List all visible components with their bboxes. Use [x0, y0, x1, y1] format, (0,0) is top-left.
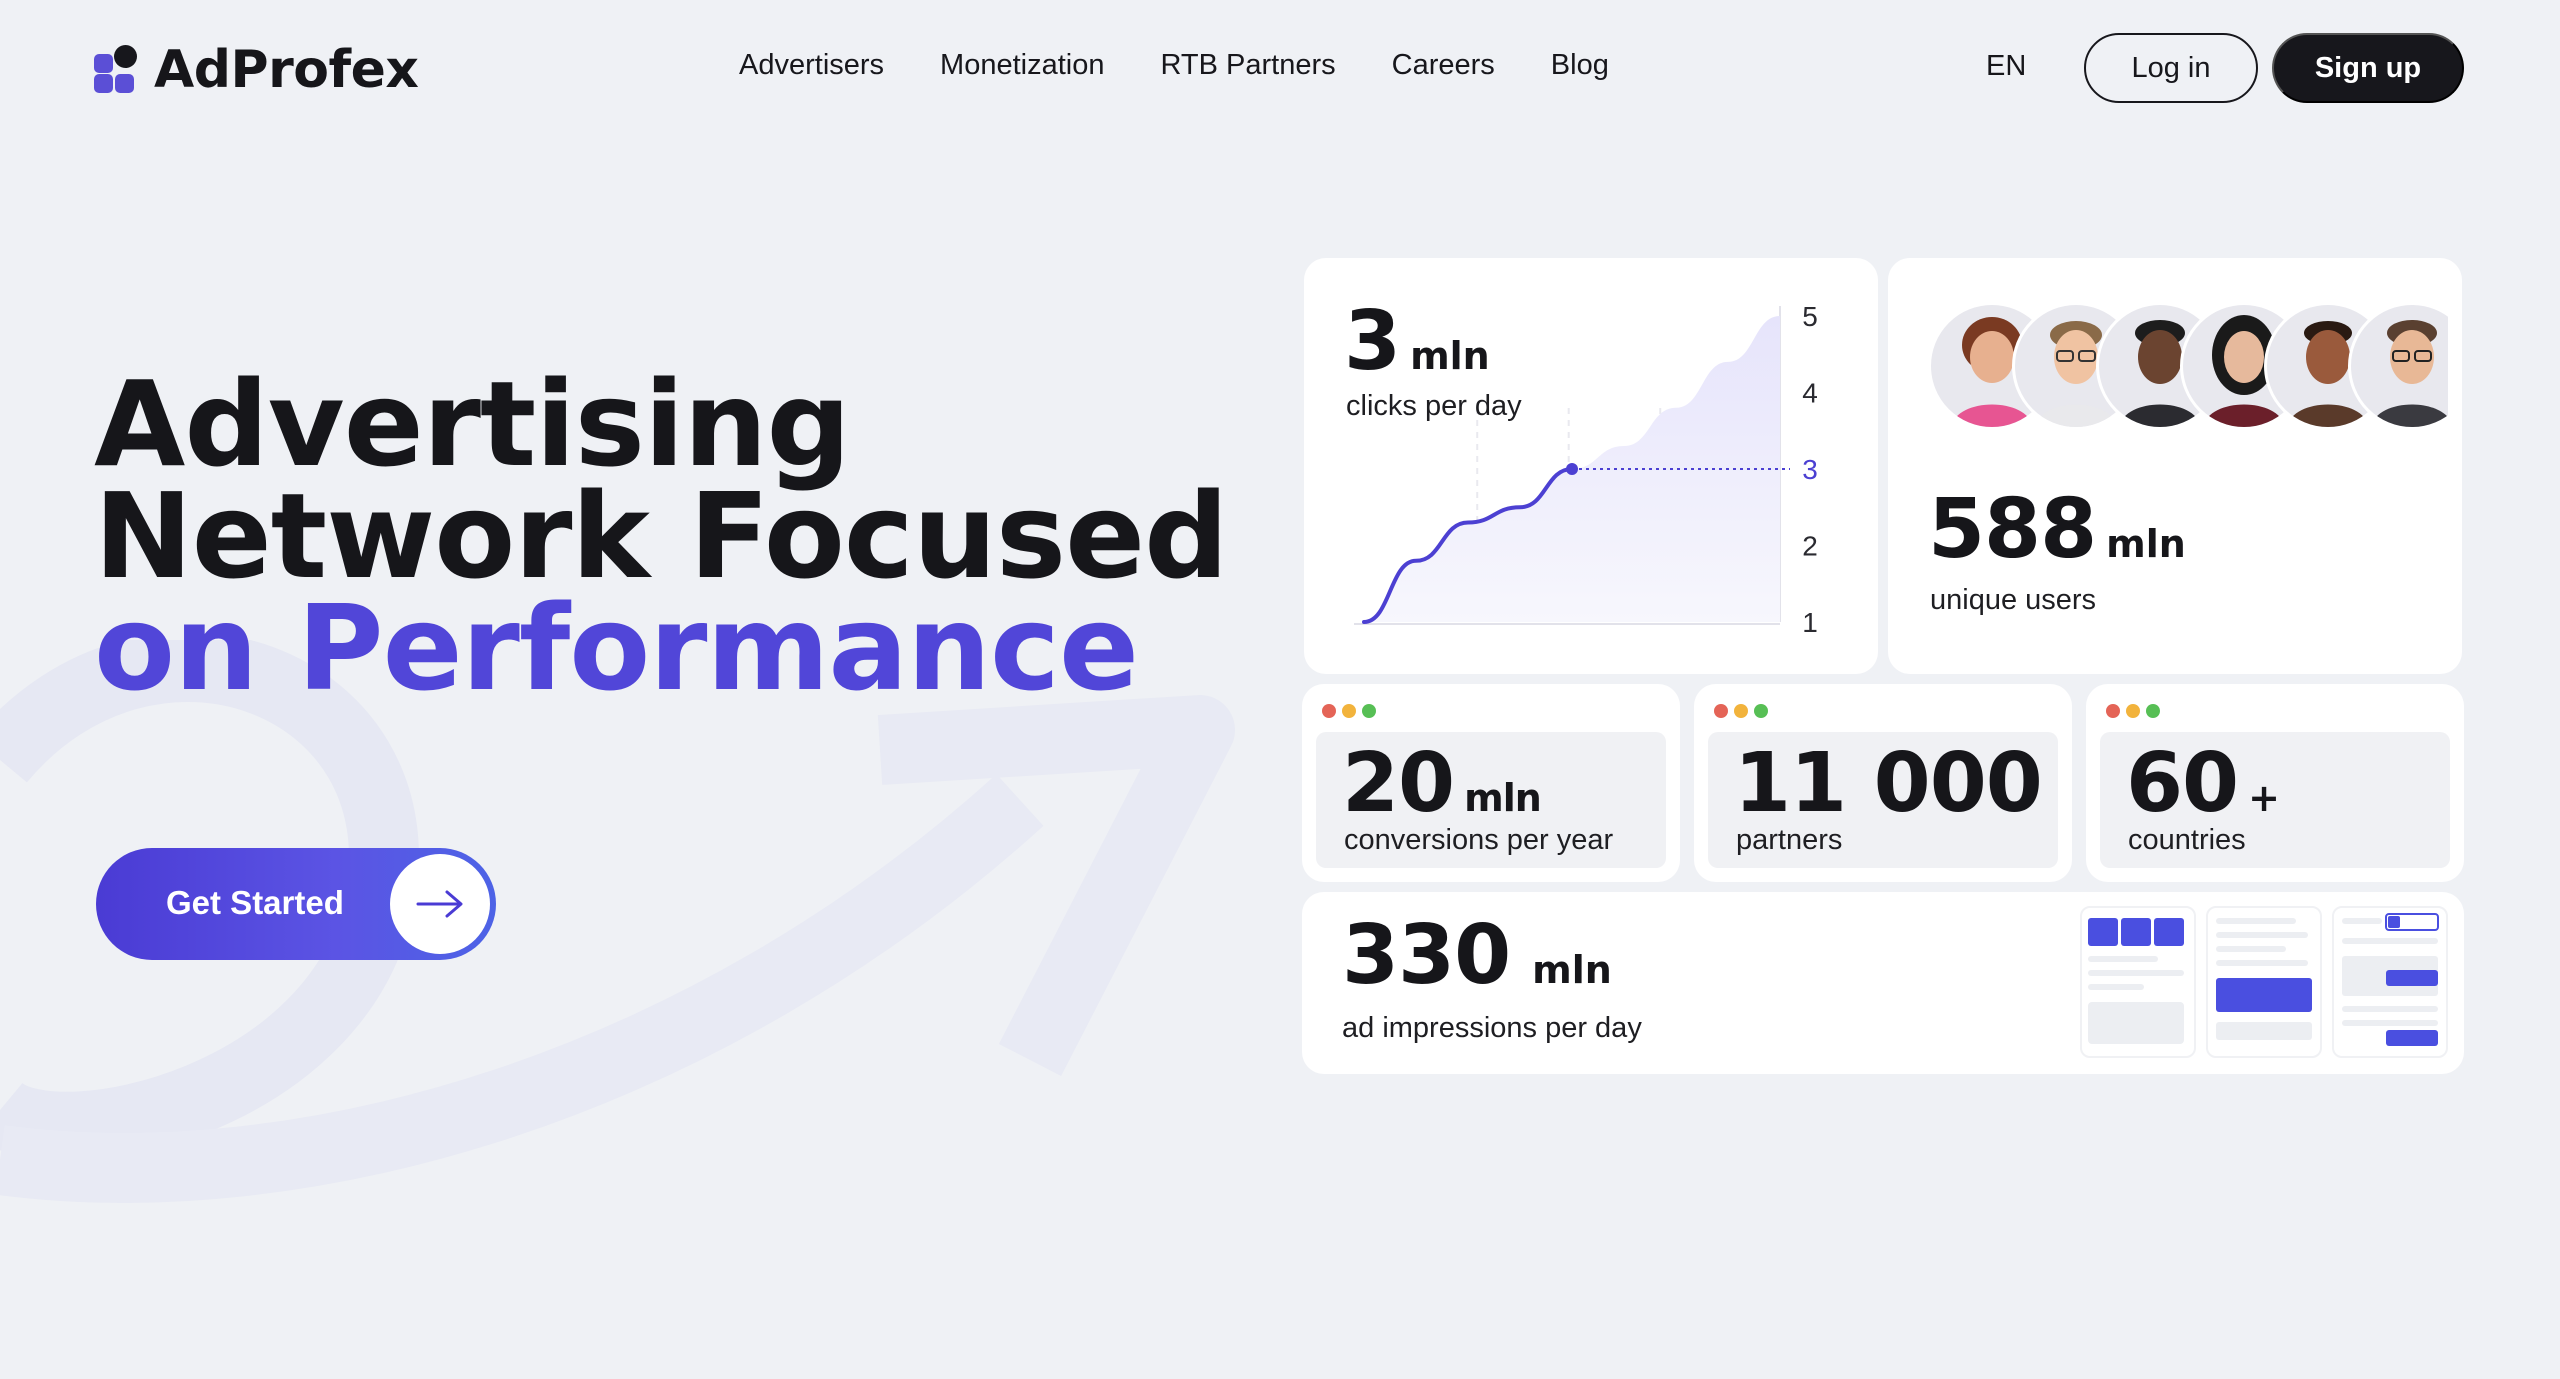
- users-caption: unique users: [1930, 584, 2097, 616]
- get-started-label: Get Started: [166, 884, 344, 921]
- logo-text: AdProfex: [154, 40, 419, 100]
- clicks-chart: 5 4 3 2 1: [1354, 301, 1818, 638]
- countries-card: 60 + countries: [2086, 684, 2464, 882]
- login-button[interactable]: Log in: [2084, 33, 2258, 103]
- ad-format-preview: [2332, 906, 2448, 1058]
- partners-caption: partners: [1736, 824, 1843, 856]
- partners-stat: 11 000: [1734, 734, 2043, 834]
- hero-title: Advertising Network Focused on Performan…: [94, 355, 1229, 717]
- chart-highlight-point: [1566, 463, 1578, 475]
- conversions-unit: mln: [1464, 776, 1542, 820]
- chart-series-line: [1362, 467, 1574, 624]
- partners-number: 11 000: [1734, 736, 2043, 831]
- chart-y-tick-label: 4: [1802, 378, 1818, 409]
- avatar-group: [1928, 302, 2448, 432]
- nav-careers[interactable]: Careers: [1391, 49, 1495, 81]
- hero-title-line-2: Network Focused: [94, 467, 1229, 605]
- countries-caption: countries: [2128, 824, 2246, 856]
- conversions-stat: 20 mln: [1342, 734, 1542, 848]
- chart-y-tick-label: 2: [1802, 531, 1818, 562]
- logo-mark-icon: [94, 45, 140, 95]
- get-started-button[interactable]: Get Started: [96, 848, 496, 960]
- window-dots-icon: [1714, 704, 1774, 718]
- clicks-caption: clicks per day: [1346, 390, 1522, 422]
- nav-rtb-partners[interactable]: RTB Partners: [1160, 49, 1336, 81]
- users-card: 588 mln unique users: [1888, 258, 2462, 674]
- users-number: 588: [1928, 482, 2097, 577]
- hero-title-line-1: Advertising: [94, 355, 851, 493]
- main-nav: Advertisers Monetization RTB Partners Ca…: [739, 49, 1665, 82]
- signup-button[interactable]: Sign up: [2272, 33, 2464, 103]
- site-header: AdProfex Advertisers Monetization RTB Pa…: [0, 0, 2560, 140]
- chart-y-tick-label: 1: [1802, 607, 1818, 638]
- ad-format-preview: [2206, 906, 2322, 1058]
- partners-card: 11 000 partners: [1694, 684, 2072, 882]
- ad-format-preview: [2080, 906, 2196, 1058]
- chart-y-tick-label: 3: [1802, 454, 1818, 485]
- impressions-caption: ad impressions per day: [1342, 1012, 1642, 1044]
- avatar: [2348, 302, 2448, 430]
- impressions-number: 330: [1342, 908, 1511, 1003]
- hero-title-accent: on Performance: [94, 579, 1139, 717]
- users-unit: mln: [2106, 522, 2186, 566]
- clicks-stat: 3 mln: [1344, 294, 1490, 389]
- conversions-card: 20 mln conversions per year: [1302, 684, 1680, 882]
- nav-advertisers[interactable]: Advertisers: [739, 49, 885, 81]
- impressions-unit: mln: [1532, 948, 1612, 992]
- clicks-unit: mln: [1410, 334, 1490, 378]
- countries-stat: 60 +: [2126, 734, 2280, 848]
- window-dots-icon: [2106, 704, 2166, 718]
- impressions-stat: 330 mln: [1342, 906, 1612, 1006]
- arrow-right-icon: [390, 854, 490, 954]
- users-stat: 588 mln: [1928, 482, 2186, 577]
- countries-number: 60: [2126, 736, 2239, 831]
- countries-unit: +: [2248, 776, 2280, 820]
- chart-y-tick-label: 5: [1802, 301, 1818, 332]
- conversions-number: 20: [1342, 736, 1455, 831]
- conversions-caption: conversions per year: [1344, 824, 1614, 856]
- logo[interactable]: AdProfex: [94, 40, 419, 100]
- nav-monetization[interactable]: Monetization: [940, 49, 1105, 81]
- clicks-number: 3: [1344, 294, 1401, 389]
- nav-blog[interactable]: Blog: [1550, 49, 1609, 81]
- window-dots-icon: [1322, 704, 1382, 718]
- language-switcher[interactable]: EN: [1986, 50, 2027, 82]
- impressions-card: 330 mln ad impressions per day: [1302, 892, 2464, 1074]
